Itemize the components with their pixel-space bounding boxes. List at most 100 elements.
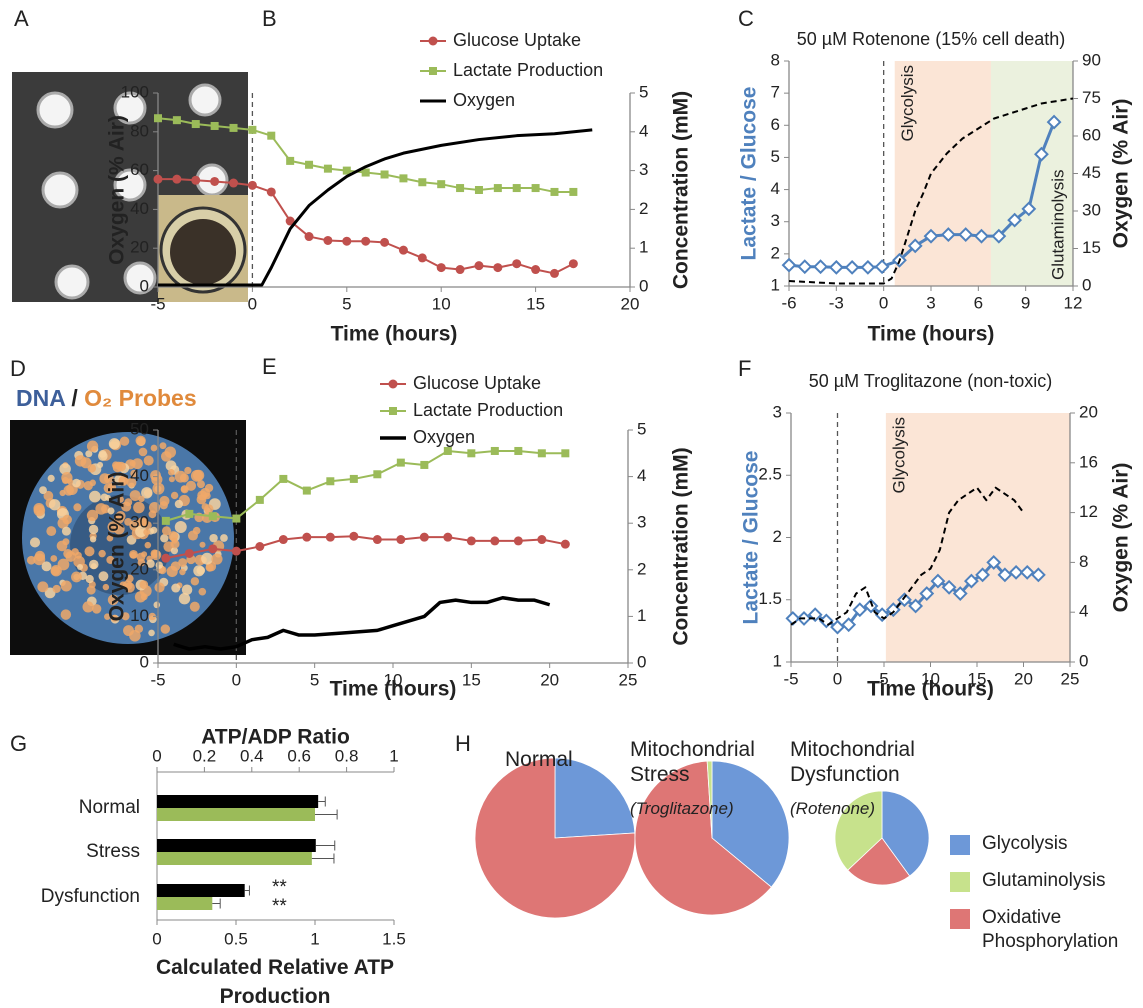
y-tick-label: 4: [771, 179, 780, 198]
data-point: [493, 263, 502, 272]
data-point: [173, 116, 181, 124]
category-label: Normal: [79, 797, 140, 818]
x2-tick-label: 0.4: [240, 746, 264, 765]
x-tick-label: 25: [1061, 669, 1080, 688]
data-point: [443, 533, 452, 542]
data-point: [302, 533, 311, 542]
error-bar: [212, 899, 220, 909]
data-point: [248, 181, 257, 190]
data-point: [561, 449, 569, 457]
data-point: [418, 253, 427, 262]
data-point: [569, 188, 577, 196]
data-point: [209, 512, 217, 520]
x-axis-title: Time (hours): [331, 323, 458, 346]
y-axis-title: Oxygen (% Air): [106, 115, 129, 265]
data-point: [154, 114, 162, 122]
data-point: [303, 487, 311, 495]
y2-tick-label: 20: [1079, 402, 1098, 421]
data-point: [305, 232, 314, 241]
y-tick-label: 30: [130, 513, 149, 532]
data-point: [815, 261, 827, 273]
y2-axis-title: Oxygen (% Air): [1110, 463, 1133, 613]
data-point: [305, 161, 313, 169]
panel-letter: C: [738, 6, 754, 31]
x-tick-label: 0: [232, 670, 241, 689]
legend-label: Glycolysis: [982, 832, 1142, 856]
panel-letter: H: [455, 731, 471, 756]
legend-marker: [389, 407, 397, 415]
x-tick-label: 0: [152, 929, 161, 948]
data-point: [373, 535, 382, 544]
category-label: Stress: [86, 841, 140, 862]
y-axis-title: Oxygen (% Air): [106, 472, 129, 622]
legend-swatch: [950, 835, 970, 855]
data-point: [267, 132, 275, 140]
y2-tick-label: 12: [1079, 502, 1098, 521]
y2-tick-label: 3: [637, 513, 646, 532]
image-label-part: O₂ Probes: [84, 385, 196, 411]
x-axis-title: Time (hours): [330, 678, 457, 701]
data-point: [232, 515, 240, 523]
data-point: [230, 124, 238, 132]
data-point: [185, 549, 194, 558]
data-point: [538, 449, 546, 457]
bar: [157, 884, 245, 897]
data-point: [437, 180, 445, 188]
x-tick-label: 6: [974, 293, 983, 312]
data-point: [162, 517, 170, 525]
y-tick-label: 20: [130, 559, 149, 578]
x-tick-label: 25: [619, 670, 638, 689]
legend-marker: [389, 380, 398, 389]
data-point: [569, 259, 578, 268]
region-label: Glycolysis: [889, 417, 908, 494]
x-tick-label: 15: [526, 294, 545, 313]
y2-tick-label: 60: [1082, 125, 1101, 144]
data-point: [846, 261, 858, 273]
y-tick-label: 3: [773, 402, 782, 421]
data-point: [532, 184, 540, 192]
x-axis-title: Time (hours): [868, 323, 995, 346]
x-tick-label: 9: [1021, 293, 1030, 312]
y2-tick-label: 5: [637, 419, 646, 438]
data-point: [550, 269, 559, 278]
y-tick-label: 3: [771, 211, 780, 230]
y-tick-label: 1: [771, 275, 780, 294]
x2-tick-label: 0.8: [335, 746, 359, 765]
data-point: [832, 621, 844, 633]
y-tick-label: 40: [130, 199, 149, 218]
pie-title: Mitochondrial Stress: [630, 737, 780, 787]
data-point: [349, 532, 358, 541]
bar: [157, 897, 212, 910]
x-tick-label: 10: [432, 294, 451, 313]
legend-label: Glucose Uptake: [413, 373, 541, 393]
y-tick-label: 0: [140, 276, 149, 295]
legend-label: Oxygen: [453, 90, 515, 110]
data-point: [191, 176, 200, 185]
data-point: [256, 496, 264, 504]
y-axis-title: Lactate / Glucose: [738, 87, 761, 261]
chart: ABCDEFGHDNA / O₂ Probes02040608010001234…: [0, 0, 1143, 1008]
bar: [157, 852, 312, 865]
data-point: [531, 265, 540, 274]
data-point: [267, 187, 276, 196]
data-point: [323, 236, 332, 245]
y-tick-label: 2: [771, 243, 780, 262]
bar: [157, 795, 318, 808]
panel-letter: B: [262, 6, 277, 31]
x-tick-label: 0: [833, 669, 842, 688]
data-point: [475, 186, 483, 194]
data-point: [279, 475, 287, 483]
data-point: [210, 177, 219, 186]
data-point: [456, 184, 464, 192]
y2-tick-label: 90: [1082, 50, 1101, 69]
data-point: [229, 179, 238, 188]
data-point: [513, 184, 521, 192]
data-point: [326, 533, 335, 542]
data-point: [211, 122, 219, 130]
y-tick-label: 60: [130, 160, 149, 179]
y2-tick-label: 2: [637, 559, 646, 578]
x-axis-title: Time (hours): [867, 678, 994, 701]
data-point: [324, 165, 332, 173]
error-bar: [318, 797, 325, 807]
y2-tick-label: 0: [639, 276, 648, 295]
